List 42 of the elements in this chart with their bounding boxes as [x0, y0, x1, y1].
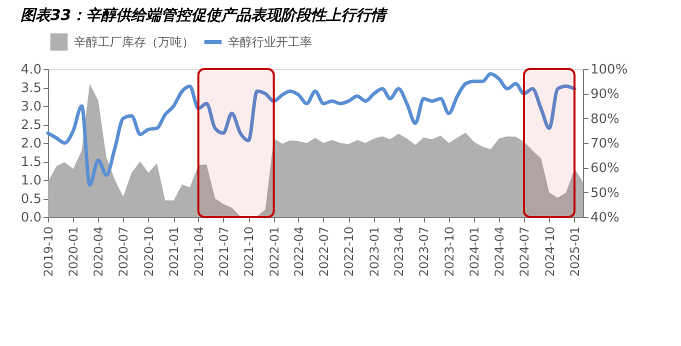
- y-tick-label: 0.0: [20, 210, 42, 226]
- x-tick-label: 2022-10: [342, 226, 356, 277]
- y-tick-label: 2.0: [20, 136, 42, 152]
- x-tick-label: 2023-07: [417, 226, 432, 277]
- x-tick-label: 2020-07: [116, 226, 131, 277]
- x-tick-label: 2023-04: [392, 226, 406, 277]
- legend-label: 辛醇工厂库存（万吨）: [74, 35, 194, 49]
- x-tick-label: 2022-01: [267, 226, 282, 277]
- y2-tick-label: 40%: [590, 210, 620, 226]
- y2-tick-label: 60%: [590, 161, 620, 176]
- y-tick-label: 1.0: [20, 174, 42, 188]
- line-series: [46, 72, 576, 187]
- x-tick-label: 2024-01: [468, 226, 482, 277]
- y-tick-label: 0.5: [20, 192, 42, 207]
- x-tick-label: 2022-07: [316, 226, 331, 277]
- x-tick-label: 2021-07: [216, 226, 231, 277]
- y2-tick-label: 100%: [590, 62, 628, 78]
- x-tick-label: 2024-07: [518, 226, 532, 277]
- legend-label: 辛醇行业开工率: [228, 35, 312, 49]
- x-tick-label: 2021-10: [242, 226, 256, 277]
- y-tick-label: 3.5: [20, 81, 42, 96]
- x-tick-label: 2021-04: [192, 226, 206, 277]
- x-tick-label: 2020-01: [66, 226, 81, 277]
- y-tick-label: 2.5: [20, 118, 42, 133]
- x-tick-label: 2019-10: [42, 226, 56, 277]
- x-tick-label: 2023-10: [442, 226, 456, 277]
- y2-tick-label: 70%: [590, 136, 620, 152]
- x-tick-label: 2024-10: [542, 226, 557, 277]
- x-tick-label: 2021-01: [167, 226, 182, 277]
- chart-title: 图表33：辛醇供给端管控促使产品表现阶段性上行行情: [20, 6, 388, 24]
- y-tick-label: 1.5: [20, 155, 42, 170]
- x-tick-label: 2024-04: [492, 226, 507, 277]
- y2-tick-label: 90%: [590, 87, 620, 102]
- y2-tick-label: 50%: [590, 186, 620, 201]
- y-tick-label: 3.0: [20, 100, 42, 114]
- y2-tick-label: 80%: [590, 112, 620, 127]
- x-tick-label: 2020-10: [142, 226, 156, 277]
- x-tick-label: 2023-01: [367, 226, 382, 277]
- y-tick-label: 4.0: [20, 62, 42, 78]
- x-tick-label: 2025-01: [568, 226, 582, 277]
- x-tick-label: 2022-04: [292, 226, 306, 277]
- x-tick-label: 2020-04: [92, 226, 106, 277]
